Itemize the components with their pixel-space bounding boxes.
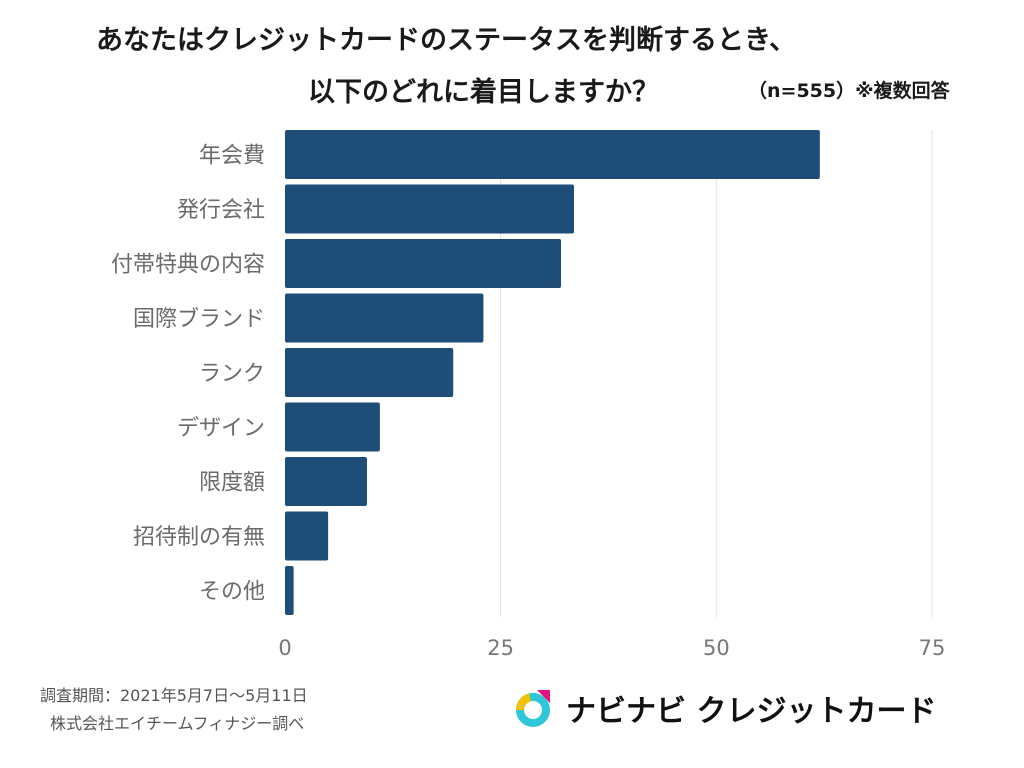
bar	[285, 511, 329, 561]
category-label: 発行会社	[177, 198, 265, 223]
bar	[285, 402, 380, 452]
brand-name: ナビナビ クレジットカード	[566, 694, 937, 729]
bar-chart: 0 25 50 75 年会費発行会社付帯特典の内容国際ブランドランクデザイン限度額招待制…	[111, 130, 946, 660]
survey-source: 株式会社エイチームフィナジー調べ	[50, 714, 305, 733]
bar	[285, 184, 574, 234]
category-label: 国際ブランド	[133, 307, 265, 332]
sample-note: （n=555）※複数回答	[748, 80, 950, 102]
bar	[285, 566, 294, 615]
bar	[285, 130, 820, 179]
x-tick-label: 50	[703, 636, 730, 660]
x-tick-label: 0	[278, 636, 291, 660]
navinavi-logo-icon	[515, 690, 550, 727]
bar	[285, 348, 454, 397]
bar	[285, 457, 367, 506]
bar	[285, 239, 562, 288]
survey-footer: 調査期間：2021年5月7日〜5月11日 株式会社エイチームフィナジー調べ	[40, 682, 308, 738]
category-label: ランク	[199, 362, 265, 387]
bar	[285, 293, 484, 343]
category-label: デザイン	[177, 416, 265, 441]
brand-logo: ナビナビ クレジットカード	[512, 683, 936, 733]
category-label: 付帯特典の内容	[111, 253, 265, 278]
survey-period: 調査期間：2021年5月7日〜5月11日	[40, 686, 308, 705]
category-label: 限度額	[199, 471, 265, 496]
category-label: 招待制の有無	[133, 525, 265, 550]
x-tick-label: 25	[487, 636, 514, 660]
title-line-2: 以下のどれに着目しますか？	[308, 77, 659, 108]
x-tick-label: 75	[919, 636, 946, 660]
category-label: 年会費	[199, 144, 265, 169]
category-label: その他	[199, 580, 265, 605]
title-line-1: あなたはクレジットカードのステータスを判断するとき、	[96, 25, 797, 56]
